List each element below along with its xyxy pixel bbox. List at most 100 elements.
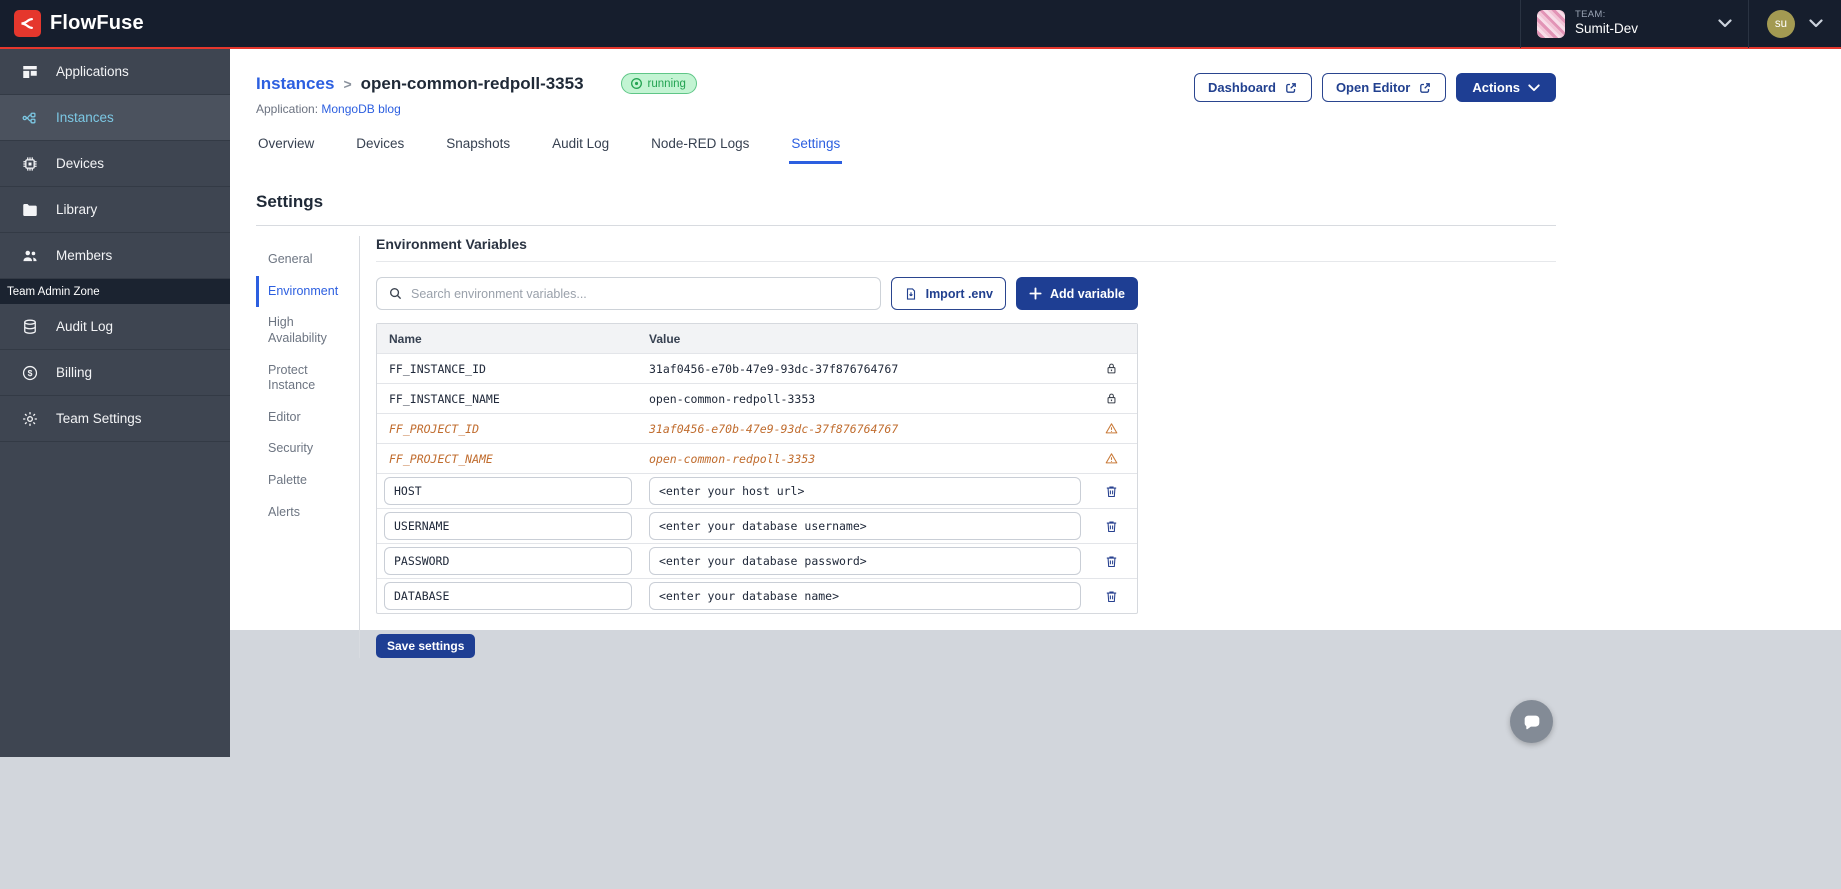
tab-overview[interactable]: Overview [258,136,315,151]
env-var-value-input[interactable] [649,477,1081,505]
sidebar-section-team-admin-zone: Team Admin Zone [0,279,230,304]
user-menu[interactable]: su [1748,0,1841,48]
env-var-name-input[interactable] [384,547,632,575]
delete-variable-button[interactable] [1102,552,1121,571]
team-label: TEAM: [1574,9,1606,21]
sidebar-item-billing[interactable]: $ Billing [0,350,230,396]
delete-variable-button[interactable] [1102,517,1121,536]
external-link-icon [1420,82,1431,93]
env-var-name: FF_INSTANCE_NAME [389,391,500,406]
tab-node-red-logs[interactable]: Node-RED Logs [651,136,750,151]
settings-nav-high-availability[interactable]: High Availability [268,315,327,345]
tab-devices[interactable]: Devices [356,136,405,151]
env-var-value: 31af0456-e70b-47e9-93dc-37f876764767 [649,421,899,436]
sidebar-item-label: Audit Log [56,319,114,334]
application-link[interactable]: MongoDB blog [321,102,401,116]
settings-nav-editor[interactable]: Editor [268,409,301,424]
env-var-value-input[interactable] [649,547,1081,575]
settings-nav: General Environment High Availability Pr… [256,236,360,658]
sidebar-item-instances[interactable]: Instances [0,95,230,141]
sidebar-item-label: Members [56,248,113,263]
chip-icon [21,155,39,173]
settings-nav-general[interactable]: General [268,252,313,266]
instance-tabs: Overview Devices Snapshots Audit Log Nod… [256,132,1556,164]
settings-nav-palette[interactable]: Palette [268,473,307,487]
add-variable-button[interactable]: Add variable [1015,277,1138,310]
divider [256,225,1556,226]
env-var-value: open-common-redpoll-3353 [649,391,816,406]
env-var-value-input[interactable] [649,512,1081,540]
environment-section: Environment Variables Import .env [360,236,1556,658]
top-bar: FlowFuse TEAM: Sumit-Dev su [0,0,1841,49]
sidebar-item-label: Library [56,202,98,217]
warning-icon [1105,453,1117,464]
tab-snapshots[interactable]: Snapshots [446,136,511,151]
open-editor-button[interactable]: Open Editor [1321,73,1447,102]
running-icon [630,78,642,89]
save-settings-button[interactable]: Save settings [376,634,476,658]
delete-variable-button[interactable] [1102,587,1121,606]
user-avatar: su [1767,9,1795,38]
sidebar: Applications Instances Devices Library M… [0,49,230,757]
settings-nav-environment[interactable]: Environment [256,275,359,308]
env-var-value-input[interactable] [649,582,1081,610]
env-variables-table: Name Value FF_INSTANCE_ID 31af0456-e70b-… [376,323,1138,614]
trash-icon [1106,555,1116,567]
tab-audit-log[interactable]: Audit Log [552,136,610,151]
trash-icon [1106,520,1116,532]
brand[interactable]: FlowFuse [0,10,144,37]
sidebar-item-members[interactable]: Members [0,233,230,279]
table-row [377,543,1137,578]
folder-icon [21,201,39,219]
sidebar-item-applications[interactable]: Applications [0,49,230,95]
topbar-right: TEAM: Sumit-Dev su [1519,0,1841,48]
env-var-name: FF_PROJECT_NAME [389,451,493,466]
sidebar-item-library[interactable]: Library [0,187,230,233]
chevron-down-icon [1718,15,1732,33]
settings-nav-security[interactable]: Security [268,441,314,456]
chevron-down-icon [1809,15,1823,33]
application-label: Application: [256,102,319,116]
main-content: Instances > open-common-redpoll-3353 run… [230,49,1841,658]
search-box [376,277,881,310]
page-title: open-common-redpoll-3353 [360,73,584,93]
gear-icon [21,410,39,428]
sidebar-item-label: Billing [56,365,93,380]
env-var-name-input[interactable] [384,477,632,505]
chat-widget-button[interactable] [1510,700,1553,743]
external-link-icon [1286,82,1296,93]
delete-variable-button[interactable] [1102,482,1121,501]
table-header: Name Value [377,324,1137,353]
table-row: FF_INSTANCE_NAME open-common-redpoll-335… [377,383,1137,413]
dashboard-button[interactable]: Dashboard [1194,73,1312,102]
tab-settings[interactable]: Settings [789,132,843,164]
sidebar-item-label: Applications [56,64,129,79]
database-icon [21,318,39,336]
sidebar-item-team-settings[interactable]: Team Settings [0,396,230,442]
actions-button[interactable]: Actions [1456,73,1556,102]
settings-nav-alerts[interactable]: Alerts [268,504,300,519]
env-controls: Import .env Add variable [376,277,1138,310]
team-selector[interactable]: TEAM: Sumit-Dev [1519,0,1748,48]
env-var-name-input[interactable] [384,582,632,610]
settings-title: Settings [256,192,324,211]
header-buttons: Dashboard Open Editor Actions [1194,73,1556,102]
env-var-name: FF_INSTANCE_ID [389,361,486,376]
settings-nav-protect-instance[interactable]: Protect Instance [268,362,316,393]
sidebar-item-audit-log[interactable]: Audit Log [0,304,230,350]
lock-icon [1107,363,1115,374]
import-env-button[interactable]: Import .env [890,277,1006,310]
table-row: FF_PROJECT_NAME open-common-redpoll-3353 [377,443,1137,473]
breadcrumb-instances-link[interactable]: Instances [256,73,335,93]
environment-variables-title: Environment Variables [376,236,1556,262]
brand-name: FlowFuse [50,12,144,34]
env-var-name-input[interactable] [384,512,632,540]
breadcrumb: Instances > open-common-redpoll-3353 run… [256,73,697,94]
sidebar-item-devices[interactable]: Devices [0,141,230,187]
application-line: Application: MongoDB blog [256,102,697,116]
table-row [377,578,1137,613]
search-input[interactable] [411,286,869,301]
column-header-value: Value [649,331,681,346]
users-icon [21,247,39,265]
dollar-icon: $ [21,364,39,382]
